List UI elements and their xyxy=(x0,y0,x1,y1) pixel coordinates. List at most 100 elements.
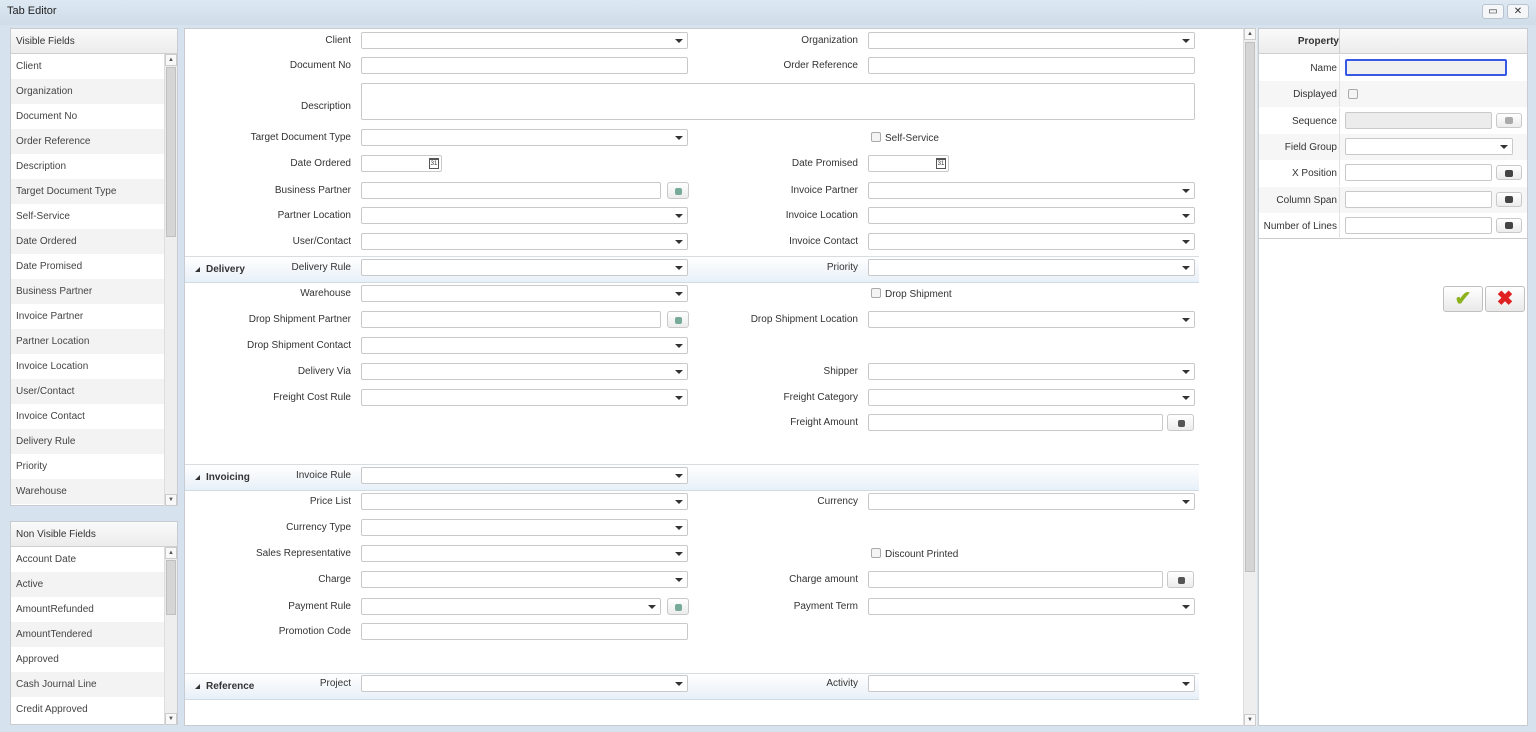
column-span-input[interactable] xyxy=(1345,190,1492,208)
column-span-calculator-button[interactable] xyxy=(1496,191,1522,207)
chevron-down-icon[interactable] xyxy=(1182,605,1190,609)
scroll-down-arrow-icon[interactable]: ▼ xyxy=(165,713,177,725)
list-item[interactable]: Organization xyxy=(11,79,164,104)
currency-dropdown[interactable] xyxy=(868,493,1195,510)
cancel-button[interactable]: ✖ xyxy=(1485,286,1525,312)
scroll-thumb[interactable] xyxy=(166,560,176,615)
charge-dropdown[interactable] xyxy=(361,571,688,588)
scroll-thumb[interactable] xyxy=(1245,42,1255,572)
list-item[interactable]: Business Partner xyxy=(11,279,164,304)
document-no-input[interactable] xyxy=(361,57,688,74)
list-item[interactable]: Order Reference xyxy=(11,129,164,154)
scroll-up-arrow-icon[interactable]: ▲ xyxy=(165,54,177,66)
scroll-up-arrow-icon[interactable]: ▲ xyxy=(1244,28,1256,40)
freight-cost-rule-dropdown[interactable] xyxy=(361,389,688,406)
chevron-down-icon[interactable] xyxy=(675,552,683,556)
drop-shipment-contact-dropdown[interactable] xyxy=(361,337,688,354)
business-partner-input[interactable] xyxy=(361,182,661,199)
target-document-type-dropdown[interactable] xyxy=(361,129,688,146)
collapse-triangle-icon[interactable] xyxy=(195,267,200,272)
organization-dropdown[interactable] xyxy=(868,32,1195,49)
delivery-rule-dropdown[interactable] xyxy=(361,259,688,276)
section-header-invoicing[interactable]: Invoicing xyxy=(185,464,1199,491)
date-ordered-input[interactable]: 31 xyxy=(361,155,442,172)
freight-amount-button[interactable] xyxy=(1167,414,1194,431)
chevron-down-icon[interactable] xyxy=(1182,500,1190,504)
number-of-lines-input[interactable] xyxy=(1345,216,1492,234)
drop-shipment-partner-button[interactable] xyxy=(667,311,689,328)
calendar-icon[interactable]: 31 xyxy=(936,158,946,169)
list-item[interactable]: Date Ordered xyxy=(11,229,164,254)
list-item[interactable]: Cash Journal Line xyxy=(11,672,164,697)
list-item[interactable]: Invoice Contact xyxy=(16,411,85,422)
charge-amount-input[interactable] xyxy=(868,571,1163,588)
number-of-lines-calculator-button[interactable] xyxy=(1496,217,1522,233)
chevron-down-icon[interactable] xyxy=(675,474,683,478)
calendar-icon[interactable]: 31 xyxy=(429,158,439,169)
list-item[interactable]: Self-Service xyxy=(16,211,70,222)
invoice-location-dropdown[interactable] xyxy=(868,207,1195,224)
payment-rule-button[interactable] xyxy=(667,598,689,615)
payment-rule-dropdown[interactable] xyxy=(361,598,661,615)
chevron-down-icon[interactable] xyxy=(675,682,683,686)
chevron-down-icon[interactable] xyxy=(675,39,683,43)
scroll-up-arrow-icon[interactable]: ▲ xyxy=(165,547,177,559)
drop-shipment-location-dropdown[interactable] xyxy=(868,311,1195,328)
list-item[interactable]: Priority xyxy=(16,461,48,472)
date-promised-input[interactable]: 31 xyxy=(868,155,949,172)
list-item[interactable]: Warehouse xyxy=(11,479,164,504)
list-item[interactable]: Account Date xyxy=(16,554,77,565)
checkbox[interactable] xyxy=(871,132,881,142)
collapse-triangle-icon[interactable] xyxy=(195,475,200,480)
sequence-input[interactable] xyxy=(1345,111,1492,129)
chevron-down-icon[interactable] xyxy=(675,240,683,244)
chevron-down-icon[interactable] xyxy=(1500,144,1508,149)
chevron-down-icon[interactable] xyxy=(675,292,683,296)
activity-dropdown[interactable] xyxy=(868,675,1195,692)
list-item[interactable]: Invoice Partner xyxy=(16,311,84,322)
client-dropdown[interactable] xyxy=(361,32,688,49)
scroll-thumb[interactable] xyxy=(166,67,176,237)
drop-shipment-partner-input[interactable] xyxy=(361,311,661,328)
business-partner-button[interactable] xyxy=(667,182,689,199)
list-item[interactable]: Credit Approved xyxy=(16,704,88,715)
chevron-down-icon[interactable] xyxy=(1182,189,1190,193)
list-item[interactable]: AmountTendered xyxy=(11,622,164,647)
warehouse-dropdown[interactable] xyxy=(361,285,688,302)
ok-button[interactable]: ✔ xyxy=(1443,286,1483,312)
scroll-down-arrow-icon[interactable]: ▼ xyxy=(1244,714,1256,726)
list-item[interactable]: Delivery Rule xyxy=(11,429,164,454)
chevron-down-icon[interactable] xyxy=(675,266,683,270)
non-visible-fields-scrollbar[interactable]: ▲ ▼ xyxy=(164,547,177,725)
list-item[interactable]: User/Contact xyxy=(11,379,164,404)
shipper-dropdown[interactable] xyxy=(868,363,1195,380)
chevron-down-icon[interactable] xyxy=(1182,266,1190,270)
price-list-dropdown[interactable] xyxy=(361,493,688,510)
form-scrollbar[interactable]: ▲ ▼ xyxy=(1243,28,1257,726)
partner-location-dropdown[interactable] xyxy=(361,207,688,224)
chevron-down-icon[interactable] xyxy=(675,526,683,530)
invoice-contact-dropdown[interactable] xyxy=(868,233,1195,250)
freight-category-dropdown[interactable] xyxy=(868,389,1195,406)
list-item[interactable]: Target Document Type xyxy=(11,179,164,204)
sales-representative-dropdown[interactable] xyxy=(361,545,688,562)
promotion-code-input[interactable] xyxy=(361,623,688,640)
sequence-calculator-button[interactable] xyxy=(1496,112,1522,128)
list-item[interactable]: Description xyxy=(16,161,67,172)
project-dropdown[interactable] xyxy=(361,675,688,692)
list-item[interactable]: Approved xyxy=(16,654,59,665)
chevron-down-icon[interactable] xyxy=(1182,240,1190,244)
chevron-down-icon[interactable] xyxy=(1182,370,1190,374)
description-input[interactable] xyxy=(361,83,1195,120)
checkbox[interactable] xyxy=(871,548,881,558)
user-contact-dropdown[interactable] xyxy=(361,233,688,250)
list-item[interactable]: Partner Location xyxy=(11,329,164,354)
chevron-down-icon[interactable] xyxy=(675,344,683,348)
list-item[interactable]: Client xyxy=(16,61,42,72)
scroll-down-arrow-icon[interactable]: ▼ xyxy=(165,494,177,506)
name-input[interactable] xyxy=(1345,59,1507,76)
chevron-down-icon[interactable] xyxy=(1182,318,1190,322)
chevron-down-icon[interactable] xyxy=(675,578,683,582)
delivery-via-dropdown[interactable] xyxy=(361,363,688,380)
chevron-down-icon[interactable] xyxy=(1182,39,1190,43)
